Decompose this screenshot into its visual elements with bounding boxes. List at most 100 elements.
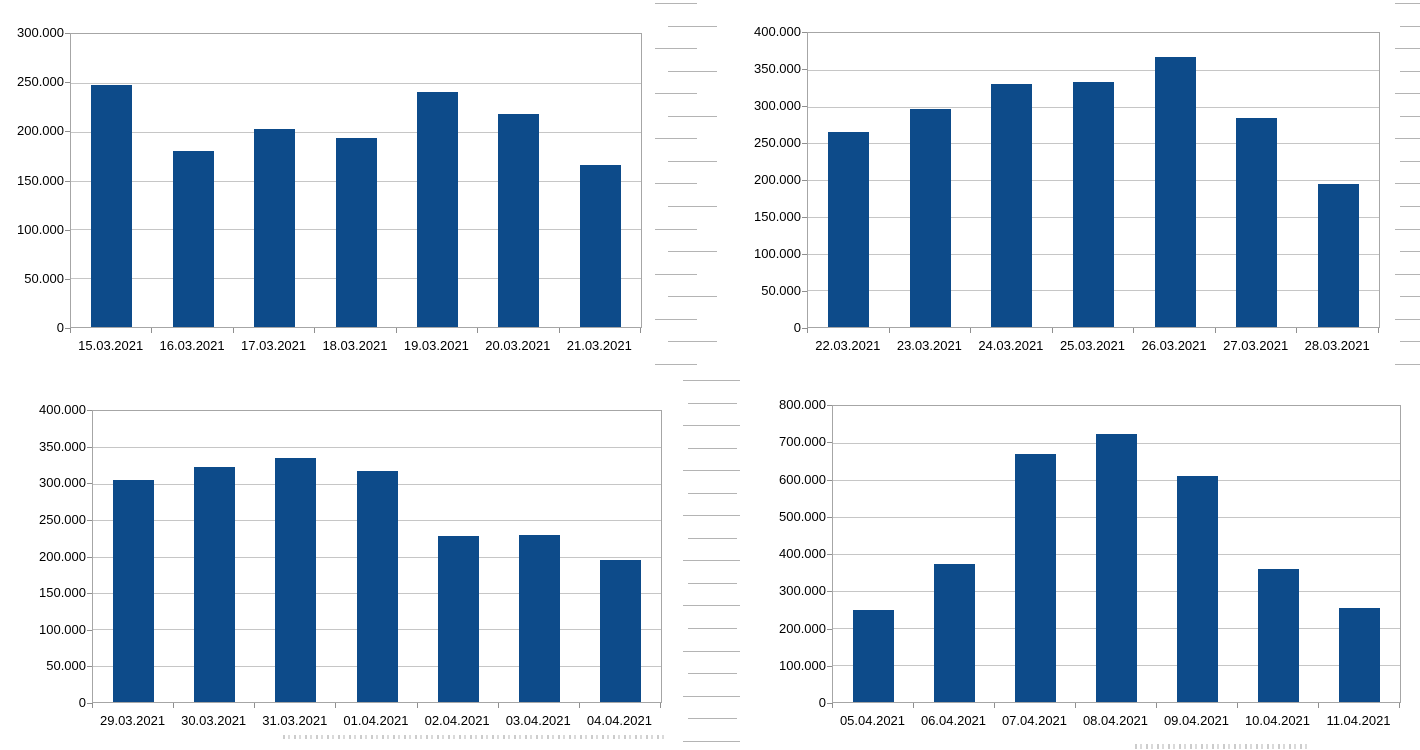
x-tick-label: 22.03.2021 [815,338,881,353]
sheet-row-gridline [668,161,717,162]
sheet-row-gridline [655,274,697,275]
sheet-row-gridline [1400,161,1420,162]
x-tick-label: 18.03.2021 [322,338,388,353]
y-tick-label: 100.000 [754,246,801,261]
y-tick-mark [65,181,70,182]
y-tick-mark [802,69,807,70]
sheet-row-gridline [683,470,740,471]
sheet-row-gridline [1400,71,1420,72]
x-tick-mark [254,703,255,708]
x-tick-label: 21.03.2021 [566,338,632,353]
x-tick-mark [151,328,152,333]
bar [1096,434,1137,702]
bar [254,129,296,327]
bar [437,536,479,702]
x-tick-mark [1318,703,1319,708]
sheet-row-gridline [688,448,737,449]
x-tick-mark [498,703,499,708]
y-tick-mark [802,254,807,255]
x-tick-mark [477,328,478,333]
sheet-row-gridline [683,515,740,516]
x-tick-label: 17.03.2021 [241,338,307,353]
x-tick-mark [1399,703,1400,708]
x-tick-label: 01.04.2021 [343,713,409,728]
plot-area [92,410,662,703]
x-tick-mark [1215,328,1216,333]
sheet-row-gridline [1400,341,1420,342]
cropped-cell-text-artifact [283,735,665,739]
y-tick-mark [802,143,807,144]
sheet-row-gridline [683,560,740,561]
sheet-row-gridline [1395,3,1420,4]
sheet-row-gridline [1395,183,1420,184]
x-tick-mark [1378,328,1379,333]
sheet-row-gridline [655,319,697,320]
y-grid-line [808,70,1379,71]
sheet-row-gridline [688,493,737,494]
bar [991,84,1033,327]
sheet-row-gridline [668,206,717,207]
x-tick-label: 16.03.2021 [159,338,225,353]
x-tick-mark [1075,703,1076,708]
y-tick-mark [65,131,70,132]
sheet-row-gridline [655,229,697,230]
bar [934,564,975,702]
x-tick-label: 09.04.2021 [1163,713,1230,728]
y-tick-mark [802,291,807,292]
bar [335,138,377,327]
bar [172,151,214,327]
x-tick-label: 29.03.2021 [100,713,166,728]
y-tick-label: 500.000 [779,509,826,524]
x-tick-mark [396,328,397,333]
x-tick-label: 23.03.2021 [896,338,962,353]
bar [599,560,641,702]
sheet-row-gridline [683,651,740,652]
x-tick-label: 05.04.2021 [839,713,906,728]
sheet-row-gridline [668,71,717,72]
sheet-row-gridline [655,93,697,94]
bar [194,467,236,702]
sheet-row-gridline [668,296,717,297]
x-tick-mark [335,703,336,708]
sheet-row-gridline [668,341,717,342]
y-tick-label: 50.000 [761,283,801,298]
sheet-row-gridline [1400,251,1420,252]
y-tick-label: 400.000 [754,24,801,39]
sheet-row-gridline [683,425,740,426]
y-tick-label: 250.000 [754,135,801,150]
y-tick-label: 350.000 [754,61,801,76]
x-tick-label: 08.04.2021 [1082,713,1149,728]
x-tick-mark [314,328,315,333]
x-tick-mark [807,328,808,333]
y-tick-mark [87,593,92,594]
bar [1154,57,1196,327]
y-tick-mark [827,442,832,443]
sheet-row-gridline [655,3,697,4]
sheet-row-gridline [1395,319,1420,320]
y-grid-line [93,447,661,448]
sheet-row-gridline [683,741,740,742]
y-tick-mark [87,410,92,411]
y-tick-label: 300.000 [17,25,64,40]
y-tick-mark [827,629,832,630]
x-tick-label: 20.03.2021 [485,338,551,353]
y-tick-mark [87,483,92,484]
x-tick-mark [889,328,890,333]
x-tick-mark [660,703,661,708]
x-tick-mark [1156,703,1157,708]
cropped-cell-text-artifact [1135,744,1310,749]
y-tick-label: 50.000 [46,658,86,673]
sheet-row-gridline [1395,364,1420,365]
y-tick-mark [802,180,807,181]
sheet-row-gridline [688,583,737,584]
y-tick-label: 100.000 [39,622,86,637]
y-tick-label: 200.000 [754,172,801,187]
y-tick-label: 350.000 [39,439,86,454]
bar [113,480,155,702]
y-tick-label: 300.000 [754,98,801,113]
y-tick-label: 300.000 [39,475,86,490]
y-tick-mark [65,279,70,280]
y-tick-label: 200.000 [779,621,826,636]
sheet-row-gridline [668,251,717,252]
